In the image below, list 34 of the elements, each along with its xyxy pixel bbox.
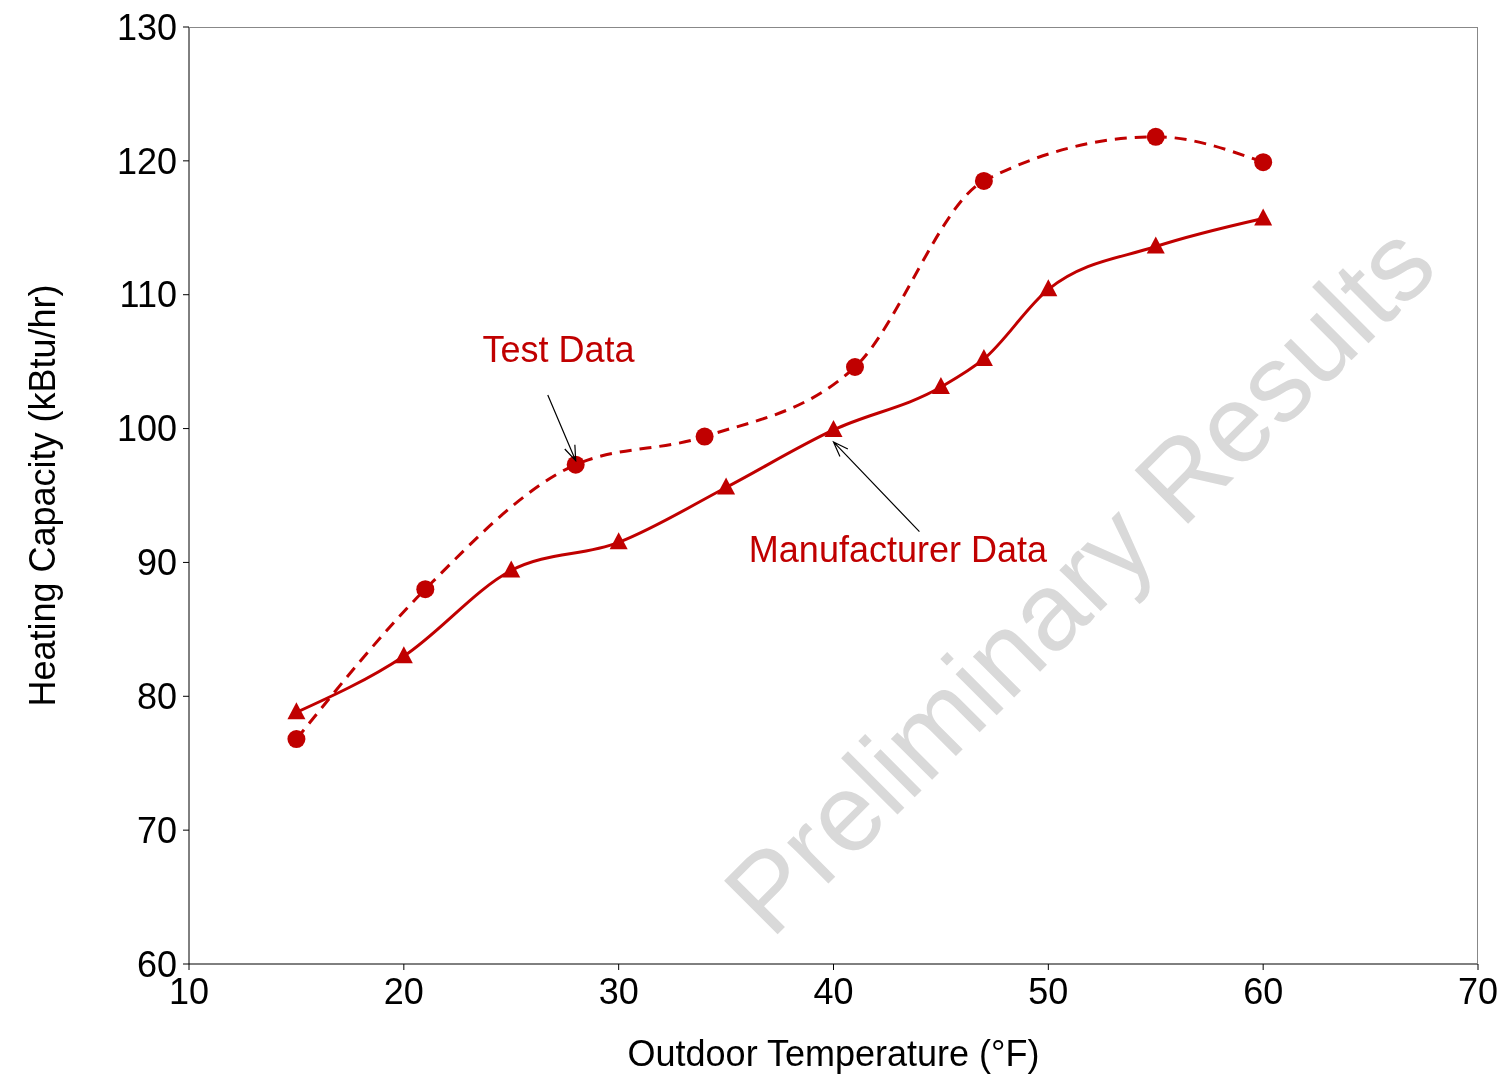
x-tick-label: 30: [598, 970, 639, 1012]
point: [974, 348, 993, 366]
point: [1039, 279, 1058, 297]
point: [695, 427, 714, 446]
point: [717, 477, 736, 495]
y-axis-title: Heating Capacity (kBtu/hr): [21, 284, 63, 707]
point: [845, 358, 864, 376]
x-tick-label: 50: [1028, 970, 1069, 1012]
point: [824, 419, 843, 437]
y-tick-label: 110: [119, 274, 177, 316]
text: Test Data: [482, 328, 636, 370]
point: [287, 730, 306, 749]
y-tick-label: 80: [136, 676, 177, 718]
point: [931, 377, 950, 395]
point: [502, 560, 521, 578]
point: [566, 455, 585, 474]
point: [974, 171, 993, 190]
y-tick-label: 130: [116, 6, 177, 48]
point: [1254, 153, 1273, 172]
point: [1254, 208, 1273, 226]
point: [1146, 127, 1165, 146]
x-tick-label: 70: [1457, 970, 1499, 1012]
point: [394, 646, 413, 664]
y-tick-label: 70: [136, 809, 177, 851]
y-tick-label: 90: [136, 542, 177, 584]
y-tick-label: 100: [116, 408, 177, 450]
x-axis-title: Outdoor Temperature (°F): [627, 1033, 1040, 1074]
x-tick-label: 40: [813, 970, 854, 1012]
point: [609, 532, 628, 550]
x-tick-label: 60: [1243, 970, 1284, 1012]
x-tick-label: 20: [383, 970, 424, 1012]
point: [287, 702, 306, 720]
point: [416, 580, 435, 599]
y-tick-label: 120: [116, 140, 177, 182]
